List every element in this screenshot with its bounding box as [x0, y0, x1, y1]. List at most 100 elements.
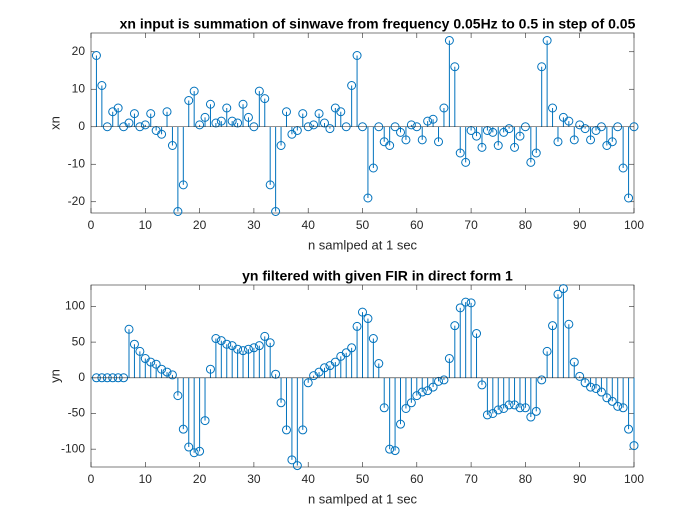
stem-marker: [466, 298, 476, 308]
stem-marker: [548, 103, 558, 113]
stem-marker: [173, 391, 183, 401]
stem-marker: [314, 367, 324, 377]
stem-marker: [607, 137, 617, 147]
stem-marker: [363, 314, 373, 324]
y-tick-label: 0: [78, 370, 85, 384]
stem-marker: [542, 36, 552, 45]
stem-marker: [265, 338, 275, 348]
stem-marker: [254, 341, 264, 351]
stem-marker: [260, 331, 270, 341]
stem-marker: [162, 367, 172, 377]
stem-marker: [352, 51, 362, 60]
stem-marker: [298, 109, 308, 119]
x-tick-label: 10: [139, 472, 153, 486]
stem-marker: [347, 81, 357, 90]
stem-marker: [385, 444, 395, 454]
stem-marker: [406, 120, 416, 130]
stem-marker: [417, 135, 427, 145]
stem-marker: [477, 380, 487, 390]
x-tick-label: 40: [302, 472, 316, 486]
stem-marker: [129, 109, 139, 119]
stem-marker: [363, 193, 373, 203]
stem-marker: [97, 81, 107, 90]
stem-marker: [254, 86, 264, 96]
stem-marker: [434, 376, 444, 386]
stem-marker: [173, 207, 183, 216]
stem-marker: [157, 129, 167, 139]
x-axis-label: n samlped at 1 sec: [308, 237, 418, 252]
x-tick-label: 50: [356, 218, 370, 232]
stem-marker: [200, 112, 210, 122]
stem-marker: [548, 321, 558, 331]
stem-marker: [195, 446, 205, 456]
stem-marker: [271, 369, 281, 379]
stem-marker: [162, 107, 172, 117]
stem-marker: [504, 400, 514, 410]
stem-marker: [613, 401, 623, 411]
stem-marker: [526, 412, 536, 422]
stem-marker: [618, 403, 628, 413]
stem-marker: [287, 455, 297, 465]
stem-marker: [184, 96, 194, 105]
stem-marker: [184, 442, 194, 452]
stem-marker: [444, 354, 454, 364]
x-tick-label: 30: [247, 472, 261, 486]
stem-marker: [564, 116, 574, 126]
stem-marker: [276, 141, 286, 150]
stem-marker: [205, 364, 215, 374]
y-tick-label: 100: [65, 299, 85, 313]
stem-marker: [444, 36, 454, 45]
stem-marker: [200, 416, 210, 426]
x-tick-label: 90: [573, 218, 587, 232]
stem-marker: [281, 107, 291, 117]
x-tick-label: 0: [88, 218, 95, 232]
stem-marker: [558, 284, 568, 294]
stem-marker: [515, 403, 525, 413]
x-tick-label: 100: [624, 218, 644, 232]
stem-marker: [265, 180, 275, 190]
y-tick-label: 10: [72, 81, 86, 95]
stem-marker: [195, 120, 205, 130]
stem-marker: [580, 124, 590, 134]
x-tick-label: 60: [410, 472, 424, 486]
chart-title: yn filtered with given FIR in direct for…: [242, 268, 513, 284]
stem-marker: [222, 103, 232, 113]
stem-marker: [336, 107, 346, 117]
stem-marker: [553, 289, 563, 299]
stem-marker: [167, 370, 177, 380]
stem-marker: [624, 193, 634, 203]
stem-marker: [167, 141, 177, 150]
stem-marker: [586, 382, 596, 392]
stem-marker: [472, 131, 482, 141]
x-tick-label: 30: [247, 218, 261, 232]
stem-marker: [319, 363, 329, 373]
x-axis-label: n samlped at 1 sec: [308, 491, 418, 506]
x-tick-label: 60: [410, 218, 424, 232]
stem-marker: [607, 396, 617, 406]
stem-marker: [379, 403, 389, 413]
x-tick-label: 50: [356, 472, 370, 486]
stem-marker: [439, 375, 449, 385]
stem-marker: [596, 387, 606, 397]
y-tick-label: -100: [61, 441, 85, 455]
stem-marker: [222, 339, 232, 349]
stem-marker: [189, 86, 199, 96]
x-tick-label: 80: [519, 472, 533, 486]
stem-marker: [396, 419, 406, 429]
y-tick-label: -10: [68, 156, 86, 170]
stem-marker: [309, 120, 319, 130]
stem-marker: [243, 344, 253, 354]
stem-marker: [493, 405, 503, 415]
stem-marker: [482, 410, 492, 420]
stem-marker: [624, 424, 634, 434]
stem-marker: [368, 334, 378, 344]
y-tick-label: 0: [78, 119, 85, 133]
stem-marker: [292, 461, 302, 471]
stem-marker: [243, 112, 253, 122]
x-tick-label: 40: [302, 218, 316, 232]
stem-marker: [401, 135, 411, 145]
stem-marker: [347, 343, 357, 353]
stem-marker: [260, 94, 270, 104]
stem-marker: [439, 103, 449, 113]
